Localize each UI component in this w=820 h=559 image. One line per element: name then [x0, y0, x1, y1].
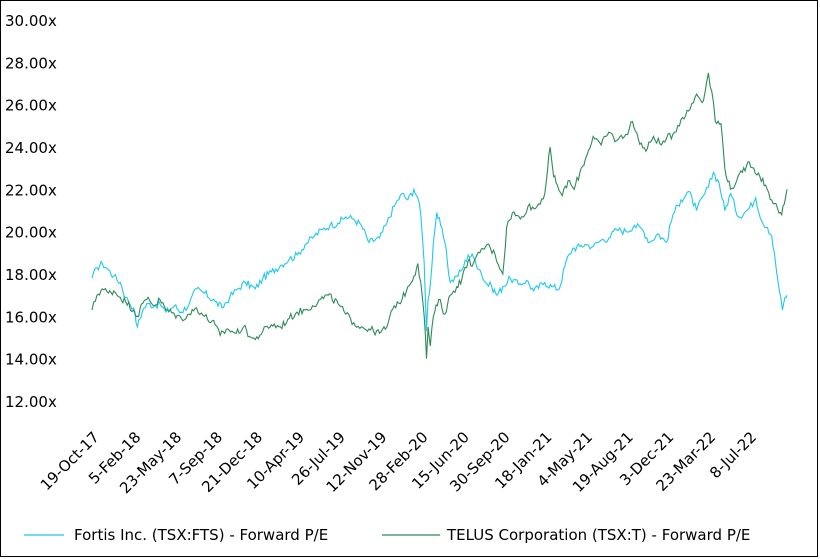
series-line-telus — [91, 72, 788, 359]
series-layer — [91, 72, 788, 359]
y-tick-label: 14.00x — [5, 351, 57, 369]
y-tick-label: 22.00x — [5, 181, 57, 199]
y-tick-label: 28.00x — [5, 54, 57, 72]
x-tick-label: 19-Oct-17 — [37, 428, 103, 494]
y-tick-label: 12.00x — [5, 393, 57, 411]
y-axis: 12.00x 14.00x 16.00x 18.00x 20.00x 22.00x 24.0… — [5, 12, 57, 411]
y-tick-label: 20.00x — [5, 224, 57, 242]
y-tick-label: 26.00x — [5, 97, 57, 115]
legend-label-fortis: Fortis Inc. (TSX:FTS) - Forward P/E — [74, 526, 328, 544]
y-tick-label: 18.00x — [5, 266, 57, 284]
legend-label-telus: TELUS Corporation (TSX:T) - Forward P/E — [446, 526, 750, 544]
y-tick-label: 16.00x — [5, 308, 57, 326]
legend: Fortis Inc. (TSX:FTS) - Forward P/E TELU… — [24, 526, 750, 544]
y-tick-label: 30.00x — [5, 12, 57, 30]
series-line-fortis — [91, 171, 788, 332]
y-tick-label: 24.00x — [5, 139, 57, 157]
x-axis: 19-Oct-175-Feb-1823-May-187-Sep-1821-Dec… — [37, 428, 760, 497]
